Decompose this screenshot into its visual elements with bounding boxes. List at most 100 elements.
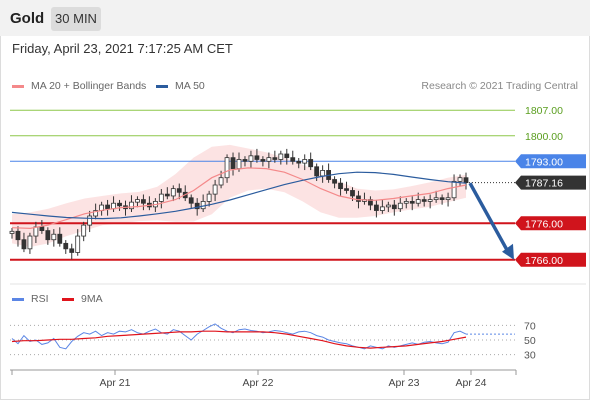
last-price-label: 1787.16 — [525, 178, 563, 190]
candle-body — [356, 195, 361, 202]
candle-body — [284, 153, 290, 159]
x-tick-label-1: Apr 21 — [100, 377, 131, 389]
candle-body — [373, 204, 379, 211]
candle-body — [320, 170, 326, 177]
candle-body — [242, 159, 248, 162]
candle-body — [105, 204, 110, 210]
legend-rsi-label: RSI — [31, 293, 49, 305]
candle-body — [15, 230, 21, 241]
legend-ma50: MA 50 — [156, 80, 205, 92]
candle-body — [212, 184, 218, 195]
ma50-line — [11, 171, 467, 220]
legend-9ma: 9MA — [62, 293, 103, 305]
chart-credit: Research © 2021 Trading Central — [421, 80, 578, 92]
candle-body — [236, 159, 242, 169]
candle-body — [135, 199, 140, 203]
candle-body — [344, 188, 349, 191]
candle-body — [379, 206, 385, 211]
candle-body — [158, 193, 164, 202]
candle-body — [9, 230, 15, 234]
candle-body — [21, 239, 27, 250]
candle-body — [457, 177, 463, 182]
candle-body — [206, 193, 212, 202]
price-level-label-1800.00: 1800.00 — [525, 131, 563, 143]
x-tick-label-2: Apr 22 — [243, 377, 274, 389]
candle-body — [45, 230, 51, 241]
candle-body — [33, 226, 39, 237]
forecast-arrow-shaft — [468, 182, 510, 253]
candle-body — [409, 201, 415, 204]
candle-body — [75, 235, 81, 253]
candle-body — [433, 197, 439, 200]
candle-body — [385, 204, 391, 208]
candle-body — [439, 197, 445, 200]
legend-ma20-label: MA 20 + Bollinger Bands — [31, 80, 147, 92]
candle-body — [224, 157, 230, 179]
ma20-line — [11, 167, 467, 230]
candle-body — [93, 210, 99, 217]
candle-body — [302, 159, 308, 164]
candle-body — [397, 202, 403, 210]
candle-body — [57, 233, 63, 244]
candle-body — [278, 153, 284, 160]
candle-body — [391, 204, 397, 210]
rsi-level-label-30: 30 — [524, 350, 536, 362]
legend-9ma-label: 9MA — [81, 293, 103, 305]
legend-ma50-swatch — [156, 84, 168, 88]
candle-body — [170, 188, 176, 197]
candle-body — [403, 201, 409, 204]
rsi-line — [11, 323, 467, 350]
candle-body — [415, 199, 421, 204]
x-tick-label-3: Apr 23 — [389, 377, 420, 389]
legend-ma50-label: MA 50 — [175, 80, 205, 92]
instrument-title: Gold — [10, 10, 45, 27]
legend-rsi-swatch — [12, 297, 24, 301]
candle-body — [194, 202, 200, 210]
candle-body — [290, 157, 296, 162]
candle-body — [200, 201, 206, 210]
chart-header: Gold 30 MIN — [0, 0, 590, 36]
rsi-level-label-50: 50 — [524, 335, 536, 347]
candle-body — [266, 157, 272, 162]
price-level-label-1766.00: 1766.00 — [525, 255, 563, 267]
candle-body — [27, 235, 33, 250]
candle-body — [63, 242, 69, 250]
price-level-tag-1776.00 — [515, 216, 586, 231]
price-level-label-1793.00: 1793.00 — [525, 156, 563, 168]
legend-rsi: RSI — [12, 293, 49, 305]
price-level-tag-1793.00 — [515, 154, 586, 169]
candle-body — [117, 202, 122, 207]
last-price-tag — [515, 175, 586, 190]
candle-body — [230, 157, 236, 169]
price-level-label-1776.00: 1776.00 — [525, 218, 563, 230]
rsi-9ma-line — [11, 330, 467, 349]
candle-body — [69, 248, 75, 253]
candle-body — [176, 188, 182, 193]
candle-body — [164, 193, 170, 197]
price-level-tag-1766.00 — [515, 252, 586, 267]
candle-body — [338, 182, 343, 190]
price-level-label-1807.00: 1807.00 — [525, 105, 563, 117]
x-tick-label-4: Apr 24 — [456, 377, 487, 389]
candle-body — [81, 224, 87, 237]
candle-body — [87, 215, 93, 226]
candle-body — [39, 226, 45, 231]
timeframe-button[interactable]: 30 MIN — [51, 7, 101, 31]
candle-body — [218, 177, 224, 186]
candle-body — [248, 155, 254, 162]
candle-body — [51, 233, 57, 241]
candle-body — [421, 199, 427, 202]
candle-body — [314, 166, 320, 177]
candle-body — [141, 199, 146, 204]
candle-body — [188, 197, 194, 204]
chart-datetime: Friday, April 23, 2021 7:17:25 AM CET — [12, 41, 233, 56]
candle-body — [463, 177, 469, 183]
candle-body — [296, 160, 302, 164]
candle-body — [129, 201, 134, 210]
legend-ma20: MA 20 + Bollinger Bands — [12, 80, 146, 92]
candle-body — [332, 179, 337, 184]
bollinger-band-area — [12, 144, 466, 247]
legend-ma20-swatch — [12, 84, 24, 88]
candle-body — [260, 159, 266, 162]
